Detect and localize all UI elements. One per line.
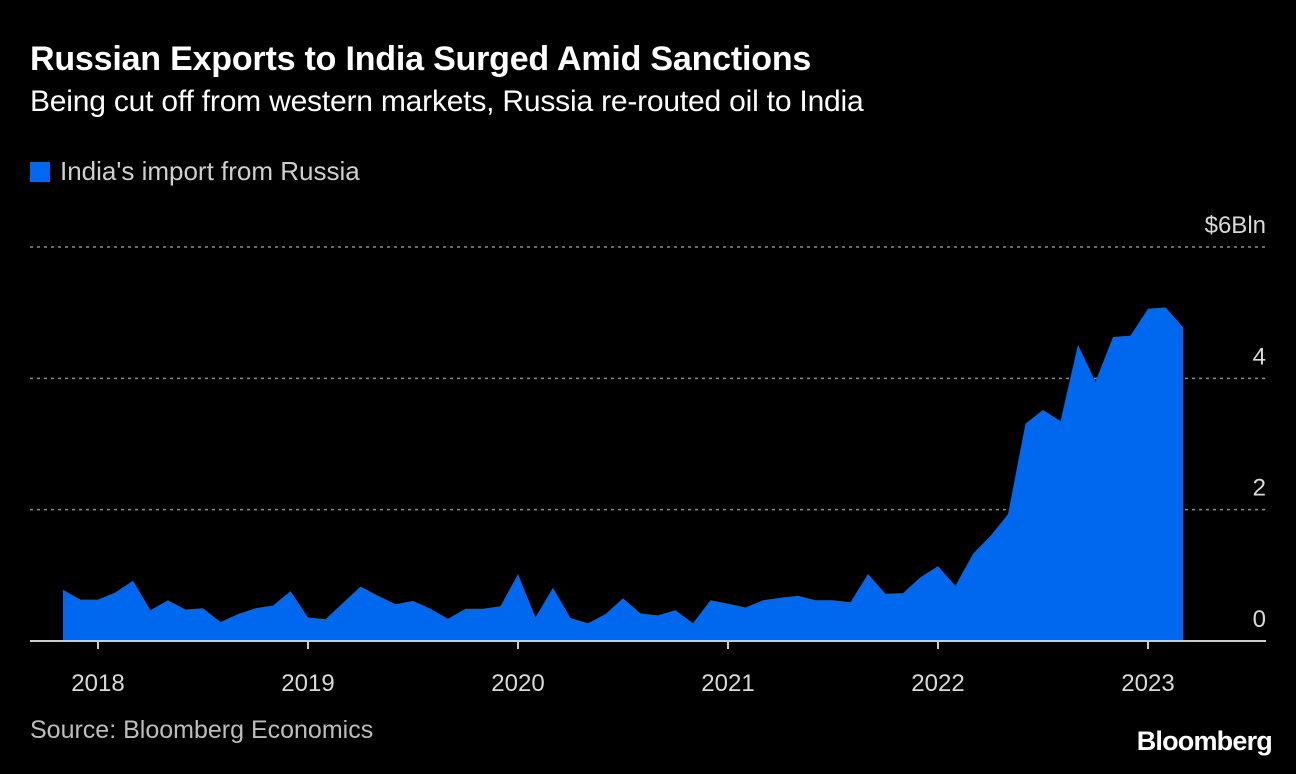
y-tick-label-6: $6Bln (1205, 212, 1266, 239)
axis-layer (30, 640, 1266, 649)
x-tick-label-2023: 2023 (1121, 670, 1174, 697)
x-tick-label-2019: 2019 (281, 670, 334, 697)
x-tick-label-2018: 2018 (71, 670, 124, 697)
y-tick-label-2: 2 (1253, 475, 1266, 502)
x-tick-label-2021: 2021 (701, 670, 754, 697)
chart-subtitle: Being cut off from western markets, Russ… (30, 85, 864, 118)
chart-title: Russian Exports to India Surged Amid San… (30, 40, 812, 78)
label-layer: 2018 2019 2020 2021 2022 2023 $6Bln 4 2 0 (71, 212, 1266, 697)
area-layer (63, 307, 1183, 641)
legend-swatch (30, 161, 50, 182)
source-note: Source: Bloomberg Economics (30, 716, 374, 744)
x-tick-label-2022: 2022 (911, 670, 964, 697)
legend: India's import from Russia (30, 156, 360, 187)
bloomberg-logo: Bloomberg (1136, 726, 1273, 756)
y-tick-label-4: 4 (1253, 343, 1266, 370)
series-area-india-import-from-russia (63, 307, 1183, 641)
x-tick-label-2020: 2020 (491, 670, 544, 697)
legend-label: India's import from Russia (60, 156, 360, 186)
y-tick-label-0: 0 (1253, 606, 1266, 633)
